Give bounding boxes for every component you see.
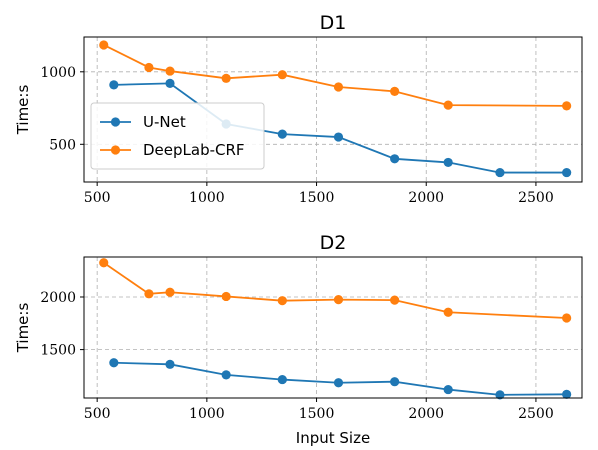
- data-point-u-net-2: [221, 370, 231, 380]
- chart-title: D1: [320, 12, 347, 34]
- x-tick-label-0: 500: [84, 190, 111, 206]
- chart-d2: 500 1000 1500 2000 2500 1500 2000 D2 Time:s Input…: [14, 232, 583, 447]
- x-tick-label-1: 1000: [189, 406, 225, 422]
- data-point-u-net-7: [495, 167, 505, 178]
- data-point-u-net-8: [562, 389, 572, 399]
- y-tick-label-0: 1500: [40, 343, 76, 359]
- y-tick-label-1: 1000: [40, 65, 76, 81]
- data-point-deeplab-crf-0: [99, 258, 109, 268]
- x-tick-label-2: 1500: [299, 190, 335, 206]
- data-point-deeplab-crf-8: [562, 101, 572, 111]
- legend: U-Net DeepLab-CRF: [90, 102, 265, 170]
- data-point-deeplab-crf-7: [443, 100, 453, 110]
- data-point-deeplab-crf-5: [333, 295, 344, 305]
- x-tick-label-4: 2500: [518, 406, 554, 422]
- data-point-deeplab-crf-5: [333, 82, 344, 92]
- y-axis-label: Time:s: [14, 303, 32, 354]
- legend-label-u-net: U-Net: [143, 113, 186, 131]
- data-point-u-net-4: [333, 132, 344, 142]
- x-tick-label-2: 1500: [299, 406, 335, 422]
- data-point-deeplab-crf-6: [390, 295, 400, 305]
- data-point-u-net-5: [390, 154, 400, 164]
- data-point-u-net-1: [165, 359, 175, 369]
- data-point-u-net-3: [277, 374, 287, 385]
- data-point-deeplab-crf-1: [144, 62, 154, 73]
- axes-frame: [83, 256, 583, 399]
- x-tick-label-3: 2000: [408, 406, 444, 422]
- data-point-deeplab-crf-6: [390, 86, 400, 96]
- series-line-deeplab-crf: [103, 44, 567, 107]
- legend-label-deeplab-crf: DeepLab-CRF: [143, 141, 245, 159]
- x-tick-label-4: 2500: [518, 190, 554, 206]
- data-point-u-net-0: [109, 358, 119, 368]
- x-axis-label: Input Size: [296, 429, 370, 447]
- data-point-deeplab-crf-4: [277, 296, 287, 306]
- axes-frame: [83, 36, 583, 183]
- x-tick-label-0: 500: [84, 406, 111, 422]
- data-point-u-net-6: [443, 157, 453, 168]
- legend-marker-u-net: [110, 117, 121, 127]
- data-point-u-net-8: [562, 167, 572, 178]
- data-point-u-net-6: [443, 384, 453, 395]
- chart-d1: 500 1000 1500 2000 2500 500 1000 D1 Time:s U-Net D…: [14, 12, 583, 206]
- data-point-deeplab-crf-2: [165, 287, 175, 297]
- y-tick-label-0: 500: [49, 137, 76, 153]
- y-tick-label-1: 2000: [40, 290, 76, 306]
- data-point-u-net-0: [109, 80, 119, 90]
- legend-box: [90, 102, 265, 170]
- chart-title: D2: [320, 232, 347, 254]
- data-point-u-net-5: [390, 377, 400, 387]
- data-point-u-net-7: [495, 390, 505, 400]
- data-point-u-net-4: [333, 378, 344, 388]
- data-point-deeplab-crf-4: [277, 70, 287, 80]
- data-point-deeplab-crf-3: [221, 291, 231, 302]
- data-point-deeplab-crf-2: [165, 66, 175, 76]
- x-tick-label-3: 2000: [408, 190, 444, 206]
- data-point-deeplab-crf-1: [144, 289, 154, 299]
- data-point-u-net-3: [277, 129, 287, 139]
- x-tick-label-1: 1000: [189, 190, 225, 206]
- y-axis-label: Time:s: [14, 85, 32, 136]
- data-point-deeplab-crf-0: [99, 40, 109, 50]
- data-point-u-net-1: [165, 78, 175, 88]
- data-point-deeplab-crf-8: [562, 313, 572, 323]
- data-point-deeplab-crf-3: [221, 73, 231, 83]
- legend-marker-deeplab-crf: [110, 145, 121, 155]
- data-point-deeplab-crf-7: [443, 307, 453, 317]
